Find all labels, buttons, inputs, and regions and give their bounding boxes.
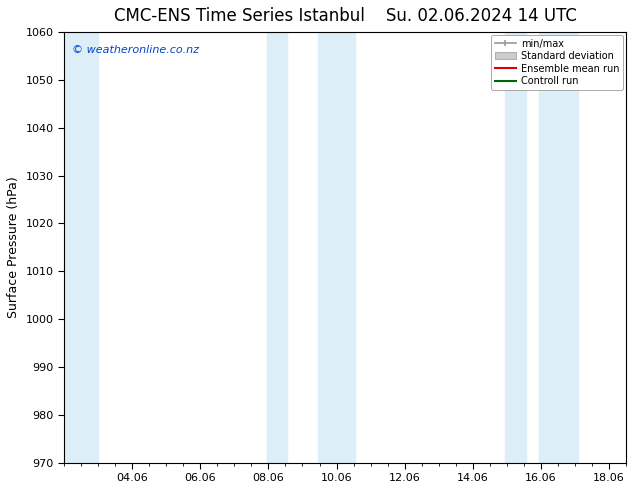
Bar [539, 32, 578, 463]
Legend: min/max, Standard deviation, Ensemble mean run, Controll run: min/max, Standard deviation, Ensemble me… [491, 35, 623, 90]
Y-axis label: Surface Pressure (hPa): Surface Pressure (hPa) [7, 176, 20, 318]
Bar [505, 32, 526, 463]
Bar [64, 32, 98, 463]
Title: CMC-ENS Time Series Istanbul    Su. 02.06.2024 14 UTC: CMC-ENS Time Series Istanbul Su. 02.06.2… [113, 7, 576, 25]
Bar [318, 32, 355, 463]
Bar [267, 32, 287, 463]
Text: © weatheronline.co.nz: © weatheronline.co.nz [72, 45, 200, 55]
